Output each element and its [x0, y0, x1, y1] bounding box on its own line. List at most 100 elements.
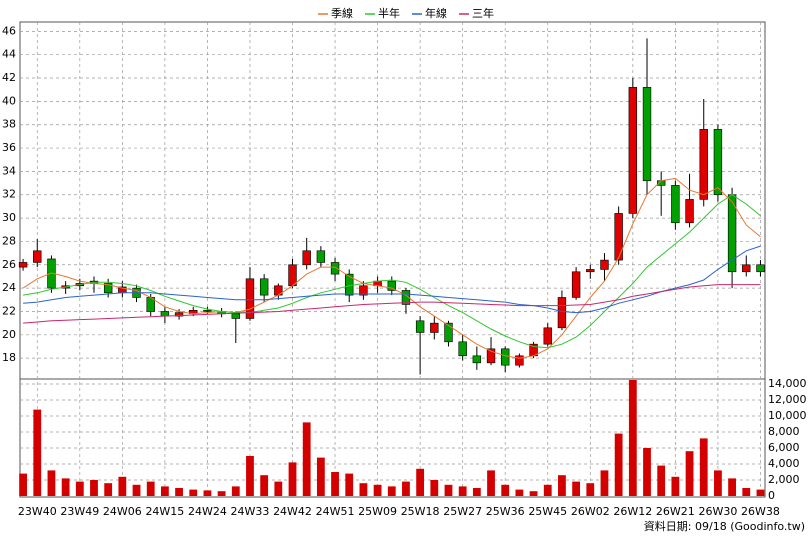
volume-bar — [472, 488, 481, 496]
volume-bar — [118, 476, 127, 496]
x-tick-label: 23W49 — [60, 505, 99, 518]
volume-bar — [671, 476, 680, 496]
candle-body — [174, 312, 184, 317]
y2-tick-label: 4,000 — [768, 457, 800, 470]
candle-body — [571, 271, 581, 298]
x-tick-label: 24W06 — [103, 505, 142, 518]
volume-bar — [529, 491, 538, 496]
volume-bar — [728, 478, 736, 496]
candle-body — [33, 250, 42, 263]
candle-body — [316, 250, 326, 263]
y2-tick-label: 10,000 — [768, 409, 807, 422]
volume-bar — [515, 489, 524, 496]
candle-body — [600, 259, 609, 270]
candle-body — [444, 322, 453, 343]
x-tick-label: 25W27 — [443, 505, 482, 518]
legend-label: 半年 — [378, 6, 400, 20]
y-tick-label: 20 — [2, 328, 16, 341]
y2-tick-label: 0 — [768, 489, 775, 502]
volume-bar — [402, 481, 410, 496]
candle-body — [288, 264, 297, 287]
volume-bar — [558, 475, 566, 496]
x-tick-label: 25W18 — [401, 505, 440, 518]
candle-body — [103, 283, 113, 294]
candle-body — [756, 264, 765, 273]
volume-bar — [33, 409, 42, 496]
candle-body — [628, 87, 638, 214]
x-tick-label: 26W38 — [741, 505, 780, 518]
candle-body — [458, 341, 467, 357]
volume-bar — [132, 484, 141, 496]
candle-body — [430, 322, 439, 333]
volume-bar — [643, 448, 651, 496]
candle-body — [486, 348, 496, 364]
volume-bar — [19, 473, 27, 496]
volume-bar — [260, 475, 269, 496]
y2-tick-label: 14,000 — [768, 377, 807, 390]
volume-bar — [685, 451, 694, 496]
volume-bar — [359, 483, 368, 496]
volume-bar — [572, 481, 581, 496]
ma-line — [23, 284, 761, 324]
y2-tick-label: 2,000 — [768, 473, 800, 486]
volume-bar — [487, 470, 495, 496]
volume-bar — [628, 380, 637, 496]
y-tick-label: 32 — [2, 188, 16, 201]
candle-body — [345, 273, 354, 296]
volume-bar — [387, 486, 396, 496]
legend: 季線 半年 年線 三年 — [318, 6, 494, 20]
x-tick-label: 24W24 — [188, 505, 227, 518]
candle-body — [18, 262, 28, 268]
candle-body — [401, 290, 411, 305]
x-tick-label: 26W02 — [571, 505, 610, 518]
x-tick-label: 26W12 — [613, 505, 652, 518]
volume-bar — [501, 484, 510, 496]
legend-label: 季線 — [331, 6, 353, 20]
volume-bar — [416, 468, 425, 496]
y-tick-label: 36 — [2, 141, 16, 154]
volume-bar — [373, 484, 382, 496]
y-tick-label: 18 — [2, 351, 16, 364]
candle-body — [614, 213, 623, 261]
volume-bar — [331, 472, 339, 496]
candle-body — [699, 129, 708, 200]
candle-body — [501, 348, 510, 366]
candle-body — [586, 269, 595, 273]
volume-bar — [430, 480, 439, 496]
x-tick-label: 24W51 — [316, 505, 355, 518]
x-tick-label: 24W15 — [145, 505, 184, 518]
y-tick-label: 24 — [2, 281, 16, 294]
candle-body — [415, 320, 425, 333]
candle-body — [359, 285, 368, 296]
y2-tick-label: 12,000 — [768, 393, 807, 406]
volume-bar — [316, 457, 325, 496]
volume-bar — [175, 488, 183, 496]
volume-bar — [146, 481, 155, 496]
candle-body — [330, 262, 340, 275]
y2-tick-label: 6,000 — [768, 441, 800, 454]
legend-label: 三年 — [472, 6, 494, 20]
y-tick-label: 22 — [2, 304, 16, 317]
volume-bar — [600, 470, 609, 496]
volume-bar — [104, 483, 113, 496]
plot-frame — [19, 21, 766, 498]
y-tick-label: 40 — [2, 94, 16, 107]
candle-body — [160, 311, 170, 317]
candle-body — [245, 278, 255, 319]
candle-body — [515, 355, 524, 366]
volume-bar — [657, 465, 666, 496]
ma-line — [23, 194, 761, 349]
y2-tick-label: 8,000 — [768, 425, 800, 438]
candle-body — [642, 87, 652, 182]
volume-bar — [714, 470, 722, 496]
candle-body — [671, 185, 680, 224]
candle-body — [302, 250, 311, 266]
volume-bar — [246, 456, 254, 496]
candle-body — [742, 264, 751, 273]
volume-bar — [75, 481, 84, 496]
volume-bar — [160, 486, 169, 496]
y-tick-label: 34 — [2, 164, 16, 177]
x-tick-label: 23W40 — [18, 505, 57, 518]
volume-bar — [217, 491, 226, 496]
